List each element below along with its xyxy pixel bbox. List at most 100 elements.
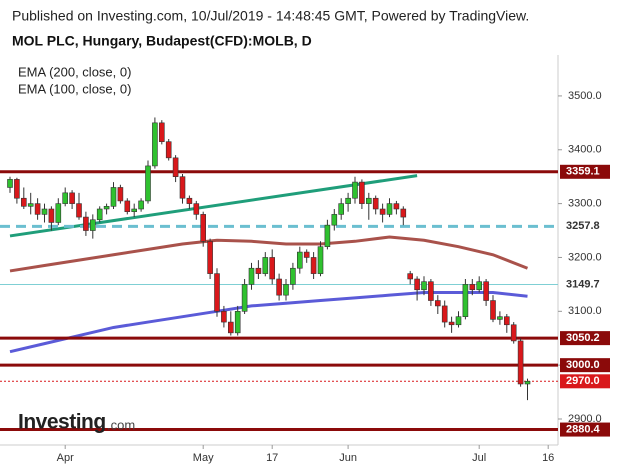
ema-line [9, 235, 529, 273]
candle-body [414, 278, 420, 291]
candle-body [393, 203, 400, 210]
candle-body [283, 284, 289, 296]
candle-body [110, 187, 117, 207]
candle-body [234, 311, 241, 334]
x-tick-label: 17 [266, 452, 278, 464]
candle-body [324, 224, 331, 247]
level-label-box [560, 422, 610, 437]
header: Published on Investing.com, 10/Jul/2019 … [12, 8, 529, 24]
y-tick-label: 2900.0 [568, 413, 602, 425]
x-tick-label: 16 [542, 452, 554, 464]
candle-body [352, 181, 358, 199]
candle-body [503, 316, 510, 326]
level-label: 3257.8 [566, 220, 600, 232]
candle-body [165, 141, 172, 159]
ema-line [9, 290, 528, 354]
level-label-box [560, 331, 610, 346]
candle-body [490, 300, 496, 320]
candle-body [510, 324, 517, 342]
x-tick-label: Apr [57, 452, 74, 464]
candle-body [400, 208, 407, 218]
candle-body [386, 203, 393, 215]
level-label: 3359.1 [566, 166, 600, 178]
level-label-box [560, 164, 610, 179]
level-label: 2970.0 [566, 375, 600, 387]
y-tick-label: 3200.0 [568, 251, 602, 263]
y-tick-label: 3400.0 [568, 144, 602, 156]
candle-body [448, 321, 455, 326]
level-label-box [560, 277, 610, 292]
x-tick-label: May [193, 452, 214, 464]
y-tick-label: 3100.0 [568, 305, 602, 317]
candle-body [14, 179, 20, 199]
logo: Investing [18, 411, 106, 434]
candle-body [27, 203, 34, 207]
candle-body [476, 281, 483, 291]
candle-body [186, 197, 193, 204]
candle-body [34, 203, 41, 215]
legend-label: EMA (100, close, 0) [18, 81, 131, 96]
candle-body [497, 316, 503, 320]
level-label: 2880.4 [566, 423, 601, 435]
candle-body [200, 214, 206, 242]
candle-body [241, 284, 248, 312]
candle-body [262, 257, 269, 274]
candle-body [469, 284, 476, 291]
candle-body [159, 122, 165, 142]
candle-body [310, 257, 317, 274]
candle-body [83, 216, 89, 231]
candle-body [96, 208, 103, 221]
candle-body [455, 316, 462, 326]
candle-body [407, 273, 414, 280]
candle-body [483, 281, 489, 301]
candle-body [359, 181, 365, 204]
candle-body [428, 281, 434, 301]
candle-body [7, 179, 13, 188]
logo: .com [107, 417, 135, 432]
chart-title: MOL PLC, Hungary, Budapest(CFD):MOLB, D [12, 33, 312, 49]
candle-body [517, 340, 524, 385]
level-label: 3000.0 [566, 359, 600, 371]
candle-body [441, 305, 448, 323]
candle-body [296, 251, 303, 269]
y-tick-label: 3300.0 [568, 198, 602, 210]
candle-body [462, 284, 469, 317]
candle-body [62, 192, 69, 204]
candle-body [365, 197, 372, 204]
candle-body [76, 203, 82, 218]
candle-body [138, 200, 144, 210]
candle-body [90, 219, 96, 231]
candle-body [117, 187, 124, 202]
candle-body [524, 381, 531, 385]
candle-body [55, 203, 62, 223]
candle-body [303, 251, 310, 258]
x-tick-label: Jun [339, 452, 357, 464]
candle-body [145, 165, 151, 202]
level-label-box [560, 219, 610, 234]
candle-body [221, 311, 227, 323]
candle-body [193, 203, 200, 215]
level-label-box [560, 374, 610, 389]
candle-body [379, 208, 386, 215]
candle-body [214, 273, 220, 312]
candle-body [179, 176, 186, 199]
candle-body [48, 208, 55, 223]
candle-body [345, 197, 351, 204]
candle-body [131, 208, 137, 212]
trendline [9, 174, 418, 238]
candle-body [338, 203, 345, 215]
candle-body [228, 321, 234, 334]
candle-body [421, 281, 427, 291]
y-tick-label: 3500.0 [568, 90, 602, 102]
candle-body [103, 206, 110, 210]
level-label: 3050.2 [566, 332, 600, 344]
candle-body [152, 122, 158, 167]
candle-body [331, 214, 338, 226]
candle-body [255, 267, 262, 274]
candle-body [276, 278, 282, 296]
candle-body [124, 200, 131, 212]
candle-body [269, 257, 276, 280]
level-label: 3149.7 [566, 278, 600, 290]
